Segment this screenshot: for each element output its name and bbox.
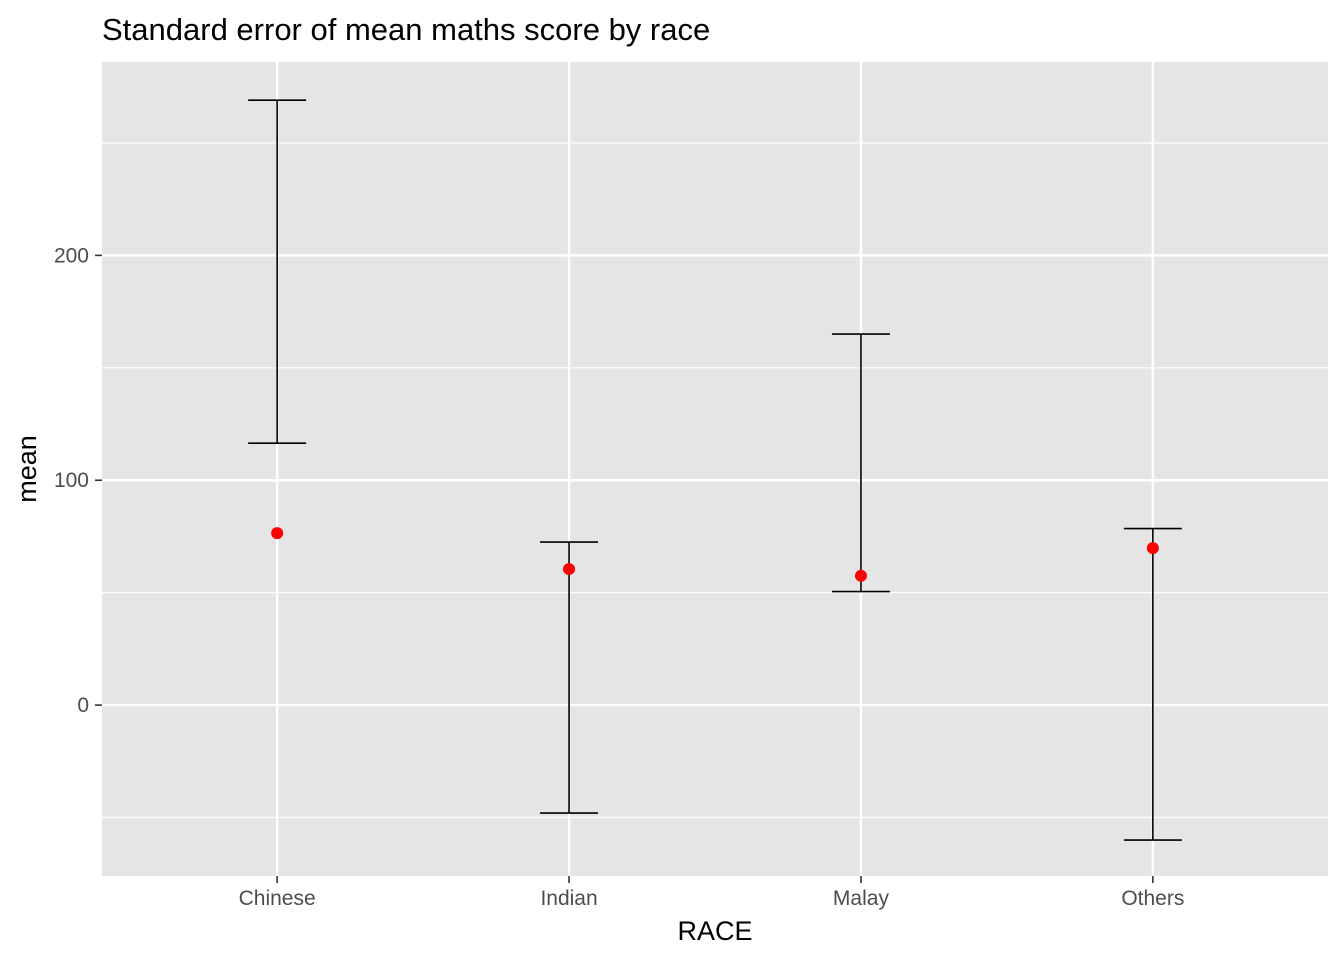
mean-point-indian <box>563 563 576 576</box>
y-tick-label: 200 <box>54 244 89 267</box>
mean-point-others <box>1146 542 1159 555</box>
x-tick-label: Indian <box>540 887 597 910</box>
plot-panel <box>102 62 1328 876</box>
x-axis-title: RACE <box>677 916 752 946</box>
errorbar-others <box>1123 527 1182 841</box>
chart-title: Standard error of mean maths score by ra… <box>102 12 710 47</box>
grid-minor <box>102 142 1328 819</box>
y-axis-title: mean <box>12 435 42 503</box>
errorbar-chinese <box>248 99 307 444</box>
mean-point-chinese <box>271 527 284 540</box>
grid-major <box>102 62 1328 876</box>
x-tick-label: Others <box>1121 887 1184 910</box>
y-tick-label: 0 <box>77 694 89 717</box>
x-axis: Chinese Indian Malay Others <box>239 876 1184 910</box>
errorbar-indian <box>540 541 599 814</box>
points <box>271 527 1159 582</box>
x-tick-label: Malay <box>833 887 890 910</box>
y-axis: 0 100 200 <box>54 244 102 717</box>
errorbar-malay <box>831 333 890 593</box>
y-tick-label: 100 <box>54 469 89 492</box>
x-tick-label: Chinese <box>239 887 316 910</box>
mean-point-malay <box>854 569 867 582</box>
errorbars <box>248 99 1182 841</box>
